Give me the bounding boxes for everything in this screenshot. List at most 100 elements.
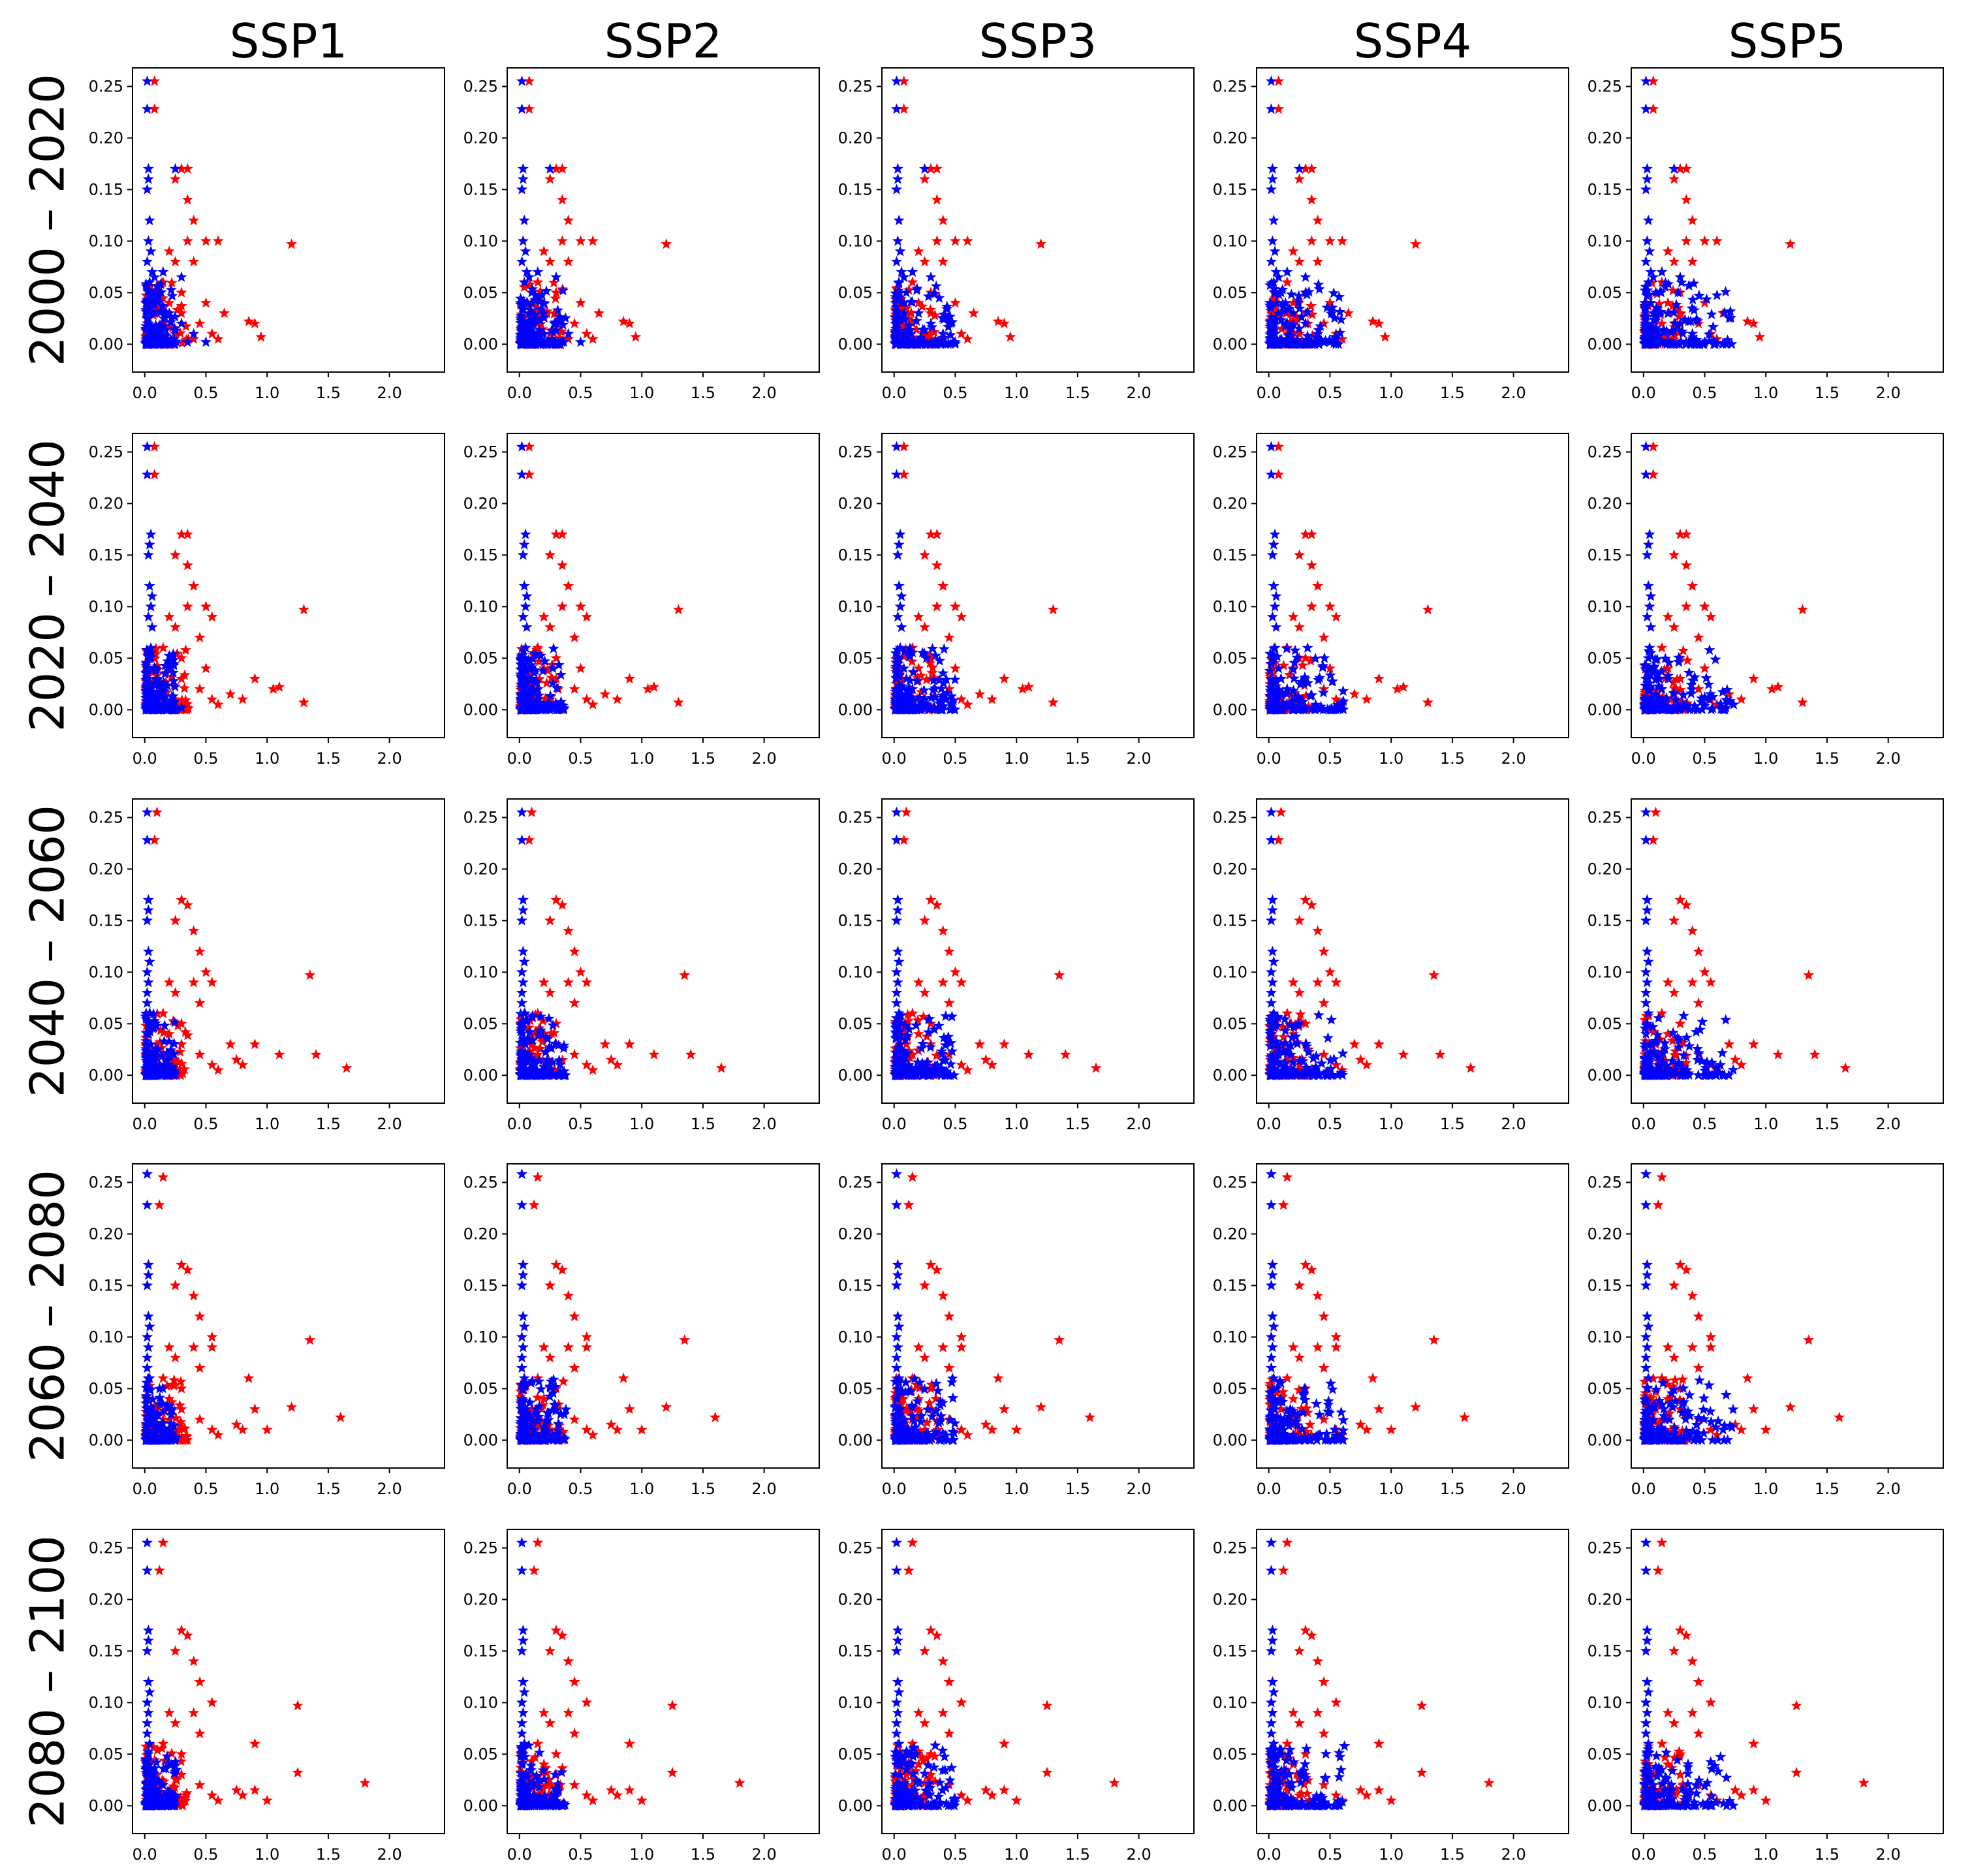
data-point-red [574,297,586,308]
x-tick-label: 0.5 [193,1115,218,1133]
x-tick-label: 0.0 [507,1115,532,1133]
data-point-blue [1271,1069,1283,1080]
data-point-red [569,683,580,694]
data-point-blue [1706,308,1717,320]
data-point-red [170,987,181,998]
data-point-blue [915,333,926,345]
data-point-blue [893,956,905,967]
data-point-blue [1687,331,1698,342]
data-point-blue [1320,335,1332,346]
data-point-blue [1309,704,1321,715]
data-point-blue [1305,690,1317,701]
data-point-blue [1640,75,1652,86]
data-point-blue [549,318,561,329]
data-point-blue [1281,1047,1293,1058]
data-point-blue [1283,1069,1294,1080]
data-point-red [168,1054,180,1065]
data-point-blue [144,276,155,287]
data-point-red [533,673,545,684]
x-tick-label: 1.0 [1379,1115,1403,1133]
data-point-blue [945,311,956,322]
data-point-red [949,235,961,246]
data-point-red [1324,235,1336,246]
data-point-blue [1642,276,1654,287]
data-point-blue [905,691,917,702]
data-point-blue [898,307,910,319]
row-label: 2040 – 2060 [20,805,75,1097]
data-point-blue [910,1019,922,1031]
data-point-blue [1640,997,1652,1008]
data-point-blue [1265,1010,1277,1022]
data-point-blue [890,666,902,677]
data-point-blue [1334,306,1346,317]
data-point-blue [144,956,155,967]
data-point-red [1305,300,1317,311]
data-point-red [925,163,937,174]
data-point-red [212,698,224,710]
data-point-blue [145,245,157,257]
data-point-blue [1703,693,1715,704]
data-point-blue [142,1258,154,1270]
data-point-blue [1294,678,1306,689]
data-point-red [587,1429,599,1440]
y-tick-label: 0.25 [89,808,123,826]
row-label: 2060 – 2080 [20,1170,75,1462]
data-point-blue [1651,302,1663,313]
data-point-blue [930,649,941,661]
y-tick-label: 0.00 [838,700,873,719]
data-point-blue [1686,302,1698,313]
data-point-red [1674,1018,1686,1029]
data-point-blue [905,702,917,713]
data-point-blue [1641,163,1653,174]
plot-frame [1256,433,1569,738]
data-point-red [1318,945,1330,957]
x-tick-label: 0.0 [133,1115,157,1133]
x-tick-label: 1.0 [255,1480,279,1498]
data-point-blue [557,1042,569,1054]
data-point-red [916,300,928,311]
data-point-blue [1310,1061,1322,1072]
data-point-blue [1678,1050,1690,1061]
data-point-red [1673,1065,1685,1076]
data-point-blue [165,1418,177,1429]
data-point-blue [162,1425,174,1437]
data-point-blue [546,324,557,336]
data-point-blue [892,611,903,622]
y-tick-label: 0.15 [89,546,123,564]
x-tick-label: 0.0 [507,384,532,402]
x-tick-label: 1.0 [629,384,654,402]
data-point-red [581,1331,593,1342]
data-point-blue [939,1039,952,1050]
data-point-red [528,1199,540,1210]
data-point-blue [1283,330,1294,341]
data-point-blue [1316,1057,1328,1069]
data-point-blue [1269,1067,1281,1078]
data-point-blue [1270,313,1281,324]
data-point-red [194,945,206,957]
data-point-blue [516,987,528,998]
data-point-blue [890,441,903,452]
y-tick-label: 0.15 [1588,180,1622,198]
data-point-red [163,297,175,308]
data-point-blue [1264,685,1276,696]
data-point-red [906,315,918,326]
y-tick-label: 0.15 [1588,546,1622,564]
data-point-red [1723,1039,1735,1050]
data-point-blue [1670,694,1682,706]
data-point-blue [1317,660,1329,671]
data-point-red [581,611,593,622]
data-point-red [956,328,967,339]
x-tick-label: 2.0 [1876,1115,1901,1133]
data-point-red [1306,899,1317,910]
data-point-blue [1648,661,1660,672]
data-point-blue [907,266,918,277]
data-point-blue [1266,673,1277,684]
data-point-red [1361,693,1373,704]
y-tick-label: 0.05 [838,1014,873,1033]
data-point-red [1300,652,1311,663]
data-point-blue [140,657,152,668]
data-point-red [1668,676,1680,687]
data-point-blue [931,336,943,347]
data-point-blue [897,333,909,345]
data-point-blue [929,338,941,349]
